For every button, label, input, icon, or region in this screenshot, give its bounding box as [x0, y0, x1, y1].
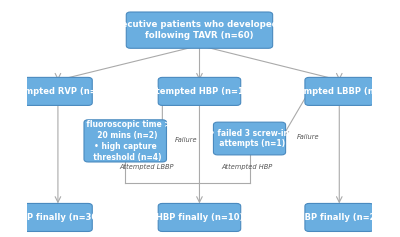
- FancyBboxPatch shape: [305, 77, 374, 105]
- Text: • failed 3 screw-in
  attempts (n=1): • failed 3 screw-in attempts (n=1): [210, 129, 289, 148]
- Text: Attempted LBBP (n=15): Attempted LBBP (n=15): [282, 87, 396, 96]
- Text: HBP finally (n=10): HBP finally (n=10): [156, 213, 243, 222]
- Text: • fluoroscopic time >
  20 mins (n=2)
• high capture
  threshold (n=4): • fluoroscopic time > 20 mins (n=2) • hi…: [80, 120, 171, 161]
- FancyBboxPatch shape: [305, 203, 374, 232]
- Text: RVP finally (n=30): RVP finally (n=30): [14, 213, 102, 222]
- FancyBboxPatch shape: [126, 12, 273, 48]
- Text: Consecutive patients who developed AVB
following TAVR (n=60): Consecutive patients who developed AVB f…: [98, 20, 300, 40]
- Text: Attempted RVP (n=30): Attempted RVP (n=30): [4, 87, 112, 96]
- Text: Attempted LBBP: Attempted LBBP: [120, 164, 174, 170]
- FancyBboxPatch shape: [214, 122, 286, 155]
- FancyBboxPatch shape: [24, 77, 92, 105]
- FancyBboxPatch shape: [84, 120, 166, 162]
- Text: Attempted HBP (n=15): Attempted HBP (n=15): [145, 87, 254, 96]
- Text: LBBP finally (n=20): LBBP finally (n=20): [293, 213, 385, 222]
- FancyBboxPatch shape: [158, 203, 241, 232]
- Text: Attempted HBP: Attempted HBP: [222, 164, 273, 170]
- Text: Failure: Failure: [297, 134, 320, 140]
- FancyBboxPatch shape: [158, 77, 241, 105]
- FancyBboxPatch shape: [24, 203, 92, 232]
- Text: Failure: Failure: [175, 137, 198, 143]
